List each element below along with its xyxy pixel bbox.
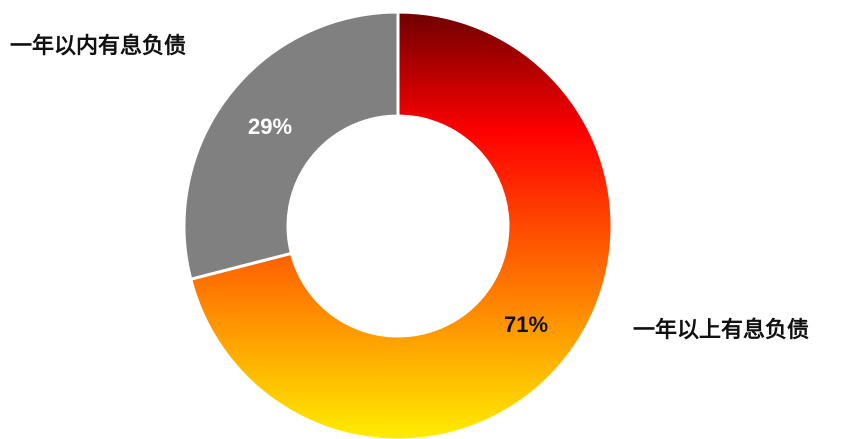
slices-group (184, 12, 612, 439)
data-label-over-one-year: 71% (504, 314, 548, 336)
legend-label-over-one-year: 一年以上有息负债 (633, 320, 809, 342)
slice-within-one-year (184, 12, 398, 279)
legend-label-within-one-year: 一年以内有息负债 (10, 36, 186, 58)
data-label-within-one-year: 29% (248, 116, 292, 138)
